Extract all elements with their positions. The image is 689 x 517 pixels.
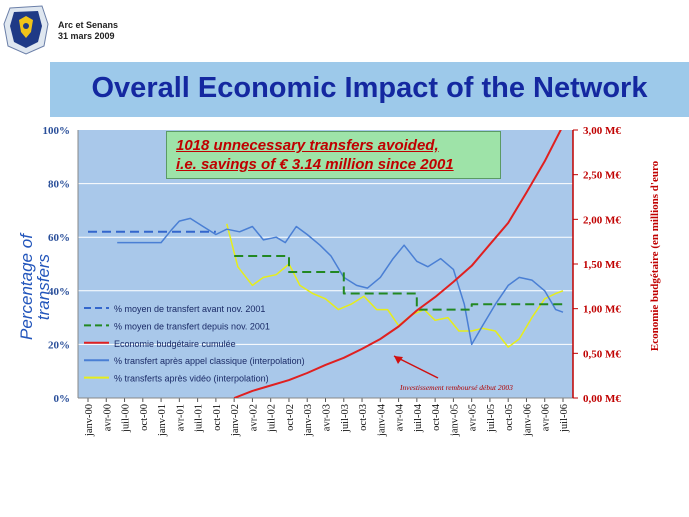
x-tick-label: oct-03 — [358, 404, 369, 431]
legend-label-4: % transferts après vidéo (interpolation) — [114, 374, 269, 384]
x-tick-label: juil-02 — [267, 404, 278, 433]
y-tick-left: 100% — [43, 125, 71, 137]
y-tick-right: 1,00 M€ — [583, 304, 621, 316]
y-tick-left: 20% — [48, 339, 70, 351]
y-axis-right-label: Economie budgétaire (en millions d'euro — [649, 160, 661, 352]
callout-line-2: i.e. savings of € 3.14 million since 200… — [176, 156, 454, 173]
x-tick-label: oct-04 — [431, 403, 442, 431]
meeting-name: Arc et Senans — [58, 20, 119, 30]
x-tick-label: juil-00 — [121, 404, 132, 433]
legend-label-2: Economie budgétaire cumulée — [114, 339, 236, 349]
y-tick-right: 3,00 M€ — [583, 125, 621, 137]
y-tick-left: 80% — [48, 179, 70, 191]
page-title: Overall Economic Impact of the Network — [91, 72, 648, 104]
x-tick-label: janv-04 — [376, 403, 387, 437]
savings-callout: 1018 unnecessary transfers avoided, i.e.… — [166, 131, 501, 179]
x-tick-label: avr-03 — [322, 404, 333, 431]
legend-label-3: % transfert après appel classique (inter… — [114, 356, 305, 366]
series-line-1 — [234, 255, 563, 311]
title-band — [50, 62, 689, 117]
header-meta: Arc et Senans 31 mars 2009 — [58, 20, 118, 42]
legend-label-1: % moyen de transfert depuis nov. 2001 — [114, 321, 270, 331]
x-tick-label: juil-06 — [559, 404, 570, 433]
x-tick-label: juil-05 — [486, 404, 497, 433]
annotation-arrow — [393, 355, 439, 379]
y-tick-right: 0,50 M€ — [583, 348, 621, 360]
x-tick-label: janv-03 — [303, 404, 314, 437]
logo — [2, 2, 50, 56]
y-tick-left: 0% — [54, 393, 71, 405]
y-tick-right: 0,00 M€ — [583, 393, 621, 405]
series-line-3 — [117, 217, 564, 346]
y-axis-left-label: Percentage of transfers — [17, 234, 53, 340]
x-tick-label: avr-00 — [102, 404, 113, 431]
x-tick-label: oct-01 — [212, 404, 223, 431]
x-tick-label: janv-06 — [522, 404, 533, 437]
x-tick-label: janv-05 — [449, 404, 460, 437]
x-tick-label: oct-05 — [504, 404, 515, 431]
x-tick-label: avr-05 — [468, 404, 479, 431]
callout-line-1: 1018 unnecessary transfers avoided, — [176, 137, 439, 154]
x-tick-label: janv-00 — [84, 404, 95, 437]
series-line-2 — [233, 130, 562, 398]
x-tick-label: juil-03 — [340, 404, 351, 433]
x-tick-label: oct-00 — [139, 404, 150, 431]
x-tick-label: avr-04 — [395, 403, 406, 431]
x-tick-label: avr-01 — [175, 404, 186, 431]
annotation-arrowhead — [394, 356, 403, 364]
x-tick-label: juil-04 — [413, 403, 424, 433]
meeting-date: 31 mars 2009 — [58, 31, 115, 41]
logo-emblem-icon — [3, 5, 49, 55]
x-tick-label: oct-02 — [285, 404, 296, 431]
x-tick-label: avr-06 — [541, 404, 552, 431]
x-tick-label: avr-02 — [248, 404, 259, 431]
y-tick-left: 60% — [48, 232, 70, 244]
x-tick-label: juil-01 — [194, 404, 205, 433]
x-tick-label: janv-02 — [230, 404, 241, 437]
y-tick-left: 40% — [48, 286, 70, 298]
y-tick-right: 1,50 M€ — [583, 259, 621, 271]
y-tick-right: 2,00 M€ — [583, 214, 621, 226]
y-tick-right: 2,50 M€ — [583, 170, 621, 182]
annotation-text: Investissement remboursé début 2003 — [399, 383, 513, 392]
legend-label-0: % moyen de transfert avant nov. 2001 — [114, 304, 265, 314]
x-tick-label: janv-01 — [157, 404, 168, 437]
